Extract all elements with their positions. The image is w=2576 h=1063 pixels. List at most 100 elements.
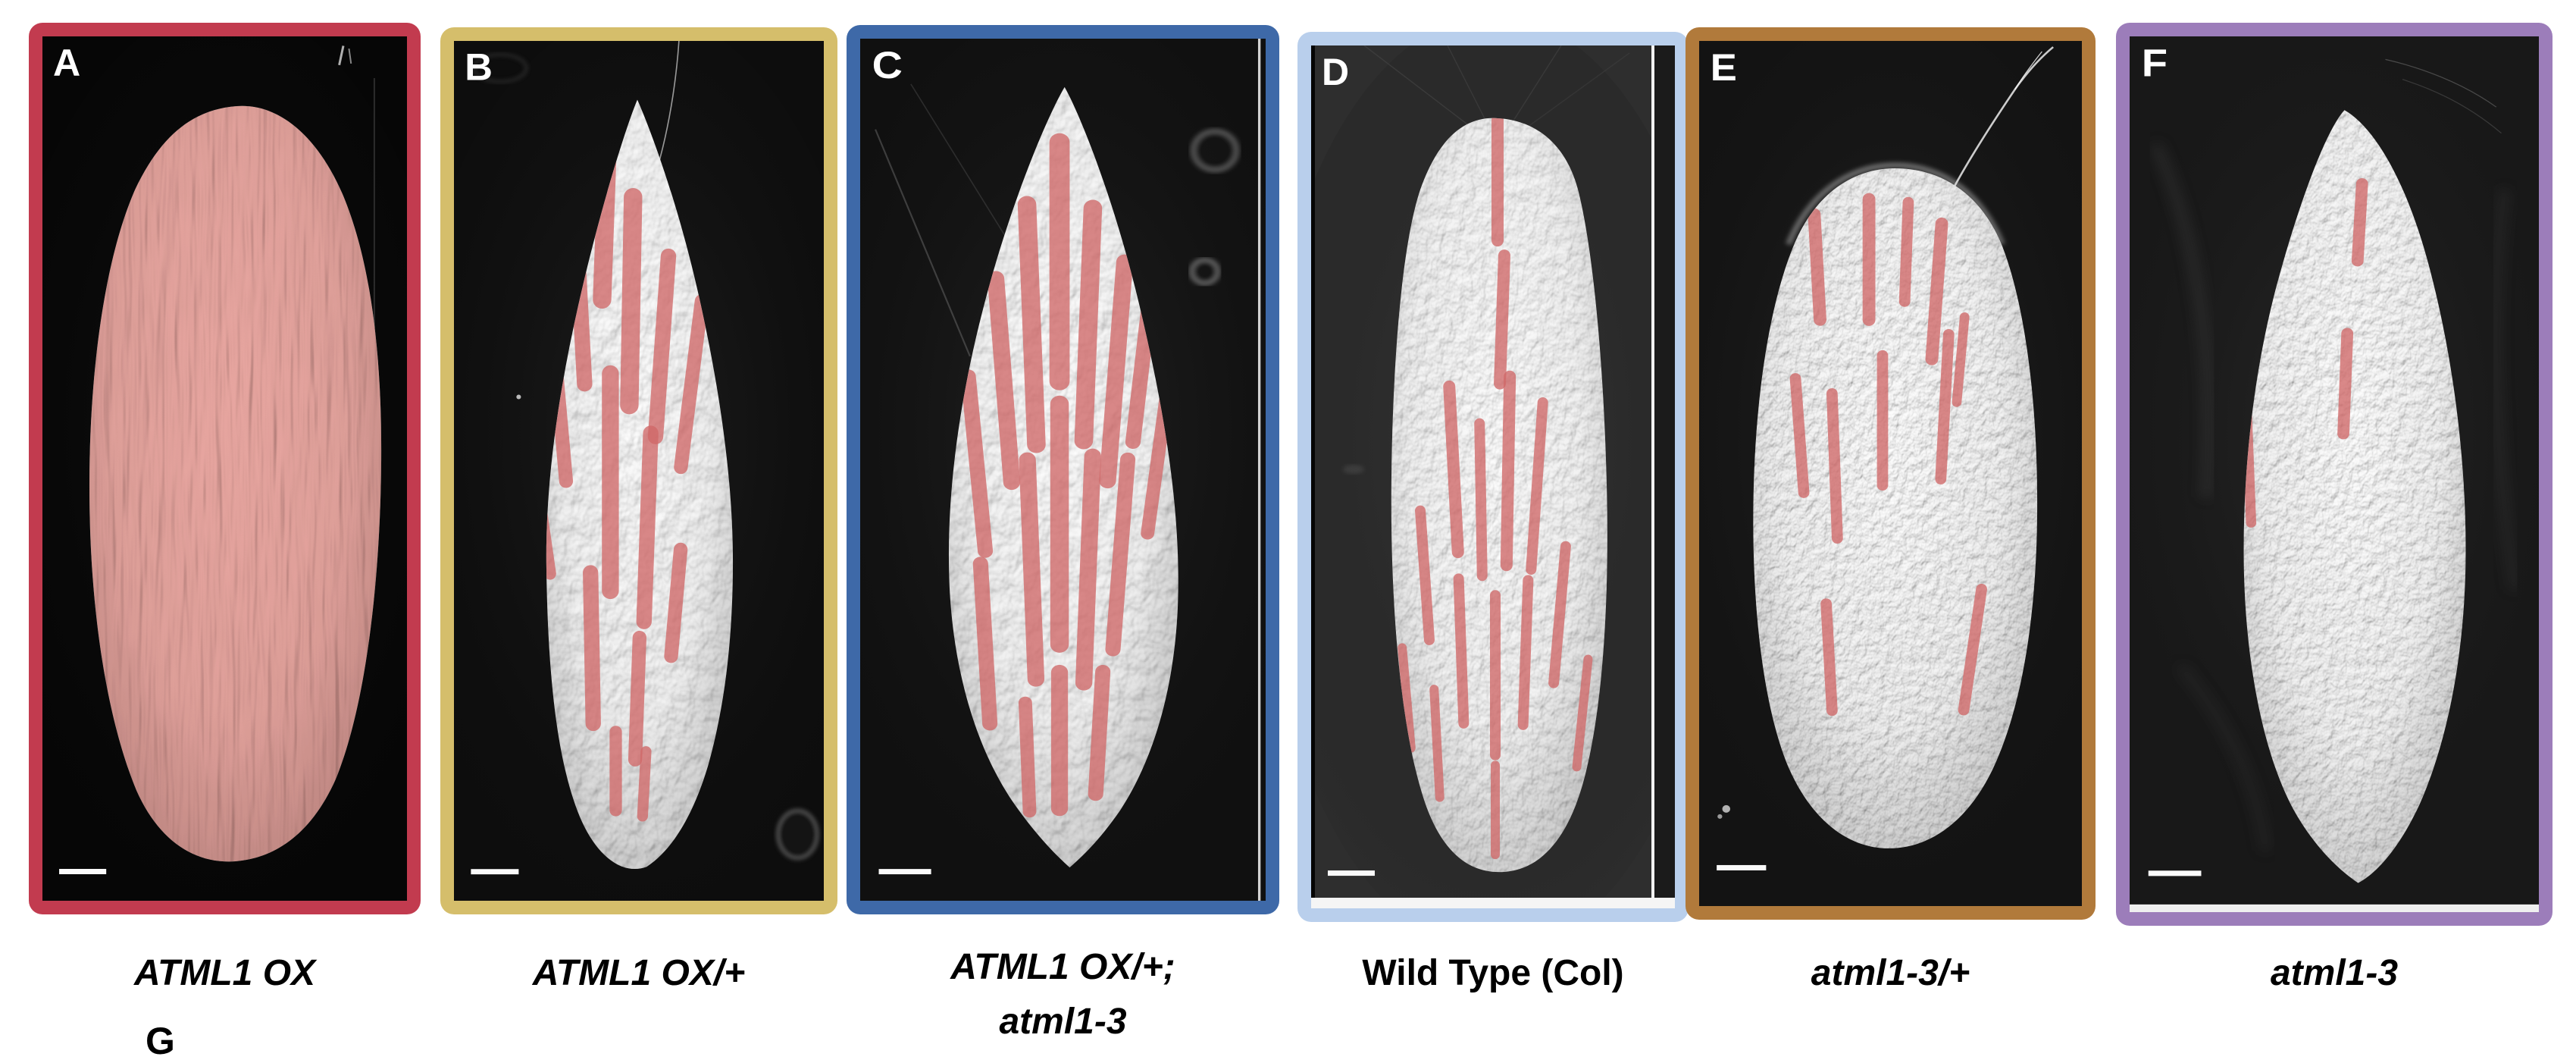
giant-cell-highlights <box>1398 118 1593 860</box>
sem-image: B <box>454 41 824 901</box>
genotype-label-line: ATML1 OX/+ <box>532 953 746 993</box>
giant-cell-stripe <box>2351 177 2368 267</box>
giant-cell-highlights <box>960 133 1175 818</box>
scale-bar <box>471 869 519 875</box>
panel-A: A <box>29 23 421 914</box>
giant-cell-stripe <box>1935 328 1955 484</box>
genotype-label-D: Wild Type (Col) <box>1281 946 1705 1001</box>
genotype-label-B: ATML1 OX/+ <box>427 946 851 1001</box>
giant-cell-stripe <box>1491 118 1504 247</box>
panel-D: D <box>1297 32 1689 922</box>
giant-cell-stripe <box>637 746 652 822</box>
panel-letter: F <box>2142 42 2168 85</box>
giant-cell-stripe <box>1500 370 1516 572</box>
giant-cell-stripe <box>664 542 688 663</box>
giant-cell-stripe <box>628 630 646 767</box>
sem-image: D <box>1311 45 1675 908</box>
giant-cell-stripe <box>1049 133 1070 390</box>
sem-micrograph-F: F <box>2130 36 2539 912</box>
giant-cell-stripe <box>1099 254 1134 489</box>
giant-cell-stripe <box>1050 664 1069 817</box>
giant-cell-stripe <box>636 425 659 629</box>
genotype-label-line: ATML1 OX/+; <box>950 947 1175 987</box>
sem-image: F <box>2130 36 2539 912</box>
giant-cell-stripe <box>1075 448 1101 691</box>
sem-image: A <box>42 36 407 901</box>
giant-cell-stripe <box>1958 583 1988 716</box>
panel-letter: B <box>465 45 493 88</box>
giant-cell-stripe <box>583 565 601 732</box>
giant-cell-stripe <box>1088 664 1111 801</box>
giant-cell-stripe <box>1548 541 1571 688</box>
giant-cell-stripe <box>1876 350 1889 491</box>
giant-cell-stripe <box>1952 312 1970 407</box>
genotype-label-line: atml1-3 <box>999 1002 1127 1042</box>
seed-sem-figure: A ATML1 OX B ATML1 OX/+ C ATML1 OX/+; atml1-3 D… <box>13 23 2553 1042</box>
giant-cell-stripe <box>972 557 998 731</box>
giant-cell-stripe <box>1019 452 1045 687</box>
giant-cell-stripe <box>1398 643 1416 753</box>
sem-micrograph-B: B <box>454 41 824 901</box>
genotype-label-F: atml1-3 <box>2122 946 2546 1001</box>
genotype-label-A: ATML1 OX <box>13 946 437 1001</box>
giant-cell-stripe <box>1017 196 1046 453</box>
scale-bar <box>59 869 107 874</box>
giant-cell-stripe <box>1572 654 1593 772</box>
panel-F: F <box>2116 23 2553 926</box>
giant-cell-stripe <box>546 475 556 580</box>
panel-letter: D <box>1322 51 1349 93</box>
giant-cell-stripe <box>1517 575 1534 730</box>
sem-micrograph-D: D <box>1311 45 1675 908</box>
giant-cell-stripe <box>1074 199 1103 450</box>
giant-cell-stripe <box>1415 505 1435 645</box>
giant-cell-stripe <box>647 248 677 444</box>
giant-cell-stripe <box>620 187 643 415</box>
panel-letter: C <box>872 45 903 87</box>
giant-cell-stripe <box>1429 685 1445 802</box>
panel-letter: A <box>53 42 80 84</box>
genotype-label-line: atml1-3 <box>2270 953 2399 993</box>
genotype-label-line: ATML1 OX <box>133 953 316 993</box>
genotype-label-line: Wild Type (Col) <box>1362 953 1624 993</box>
sem-micrograph-C: C <box>860 39 1266 901</box>
giant-cell-highlights <box>1789 193 1988 717</box>
giant-cell-stripe <box>602 365 619 600</box>
giant-cell-stripe <box>1105 452 1136 657</box>
giant-cell-stripe <box>2337 328 2354 440</box>
scale-bar <box>1717 864 1767 870</box>
scale-bar <box>2148 870 2202 876</box>
genotype-label-C: ATML1 OX/+; atml1-3 <box>851 940 1275 1049</box>
giant-cell-stripe <box>1820 598 1838 717</box>
giant-cell-stripe <box>1526 397 1548 575</box>
giant-cell-stripe <box>1491 760 1500 860</box>
giant-cell-stripe <box>1925 217 1948 365</box>
genotype-label-line: atml1-3/+ <box>1811 953 1970 993</box>
sem-micrograph-A: A <box>42 36 407 901</box>
sem-image: C <box>860 39 1266 901</box>
giant-cell-stripe <box>674 294 709 475</box>
scale-bar <box>1328 870 1375 876</box>
giant-cell-stripe <box>1808 208 1826 326</box>
panel-B: B <box>440 27 837 914</box>
panel-letter: E <box>1711 46 1737 89</box>
giant-cell-stripe <box>1862 193 1876 326</box>
giant-cell-stripe <box>960 369 994 558</box>
scale-bar <box>878 869 931 875</box>
giant-cell-stripe <box>609 726 622 817</box>
sem-image: E <box>1699 41 2082 906</box>
giant-cell-stripe <box>1789 373 1810 498</box>
giant-cell-stripe <box>1443 380 1464 559</box>
giant-cell-stripe <box>1898 196 1914 307</box>
giant-cell-stripe <box>987 271 1021 491</box>
genotype-label-E: atml1-3/+ <box>1679 946 2103 1001</box>
giant-cell-stripe <box>1050 395 1069 653</box>
giant-cell-stripe <box>1490 590 1501 760</box>
next-row-partial-letter: G <box>146 1020 175 1062</box>
sem-micrograph-E: E <box>1699 41 2082 906</box>
giant-cell-stripe <box>1494 249 1510 390</box>
panel-C: C <box>847 25 1279 914</box>
giant-cell-stripe <box>1453 573 1470 729</box>
giant-cell-stripe <box>1474 418 1488 582</box>
giant-cell-stripe <box>1826 387 1843 544</box>
panel-E: E <box>1686 27 2096 920</box>
